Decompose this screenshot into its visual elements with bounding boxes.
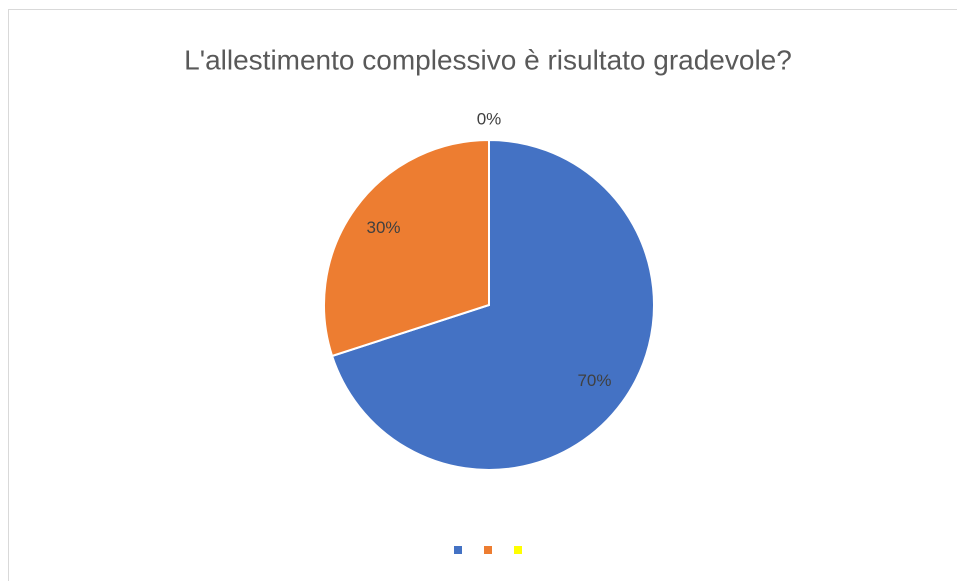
legend-swatch — [484, 546, 492, 554]
data-label: 0% — [477, 109, 502, 128]
data-label: 30% — [367, 218, 401, 237]
chart-title: L'allestimento complessivo è risultato g… — [184, 44, 792, 75]
legend-swatch — [514, 546, 522, 554]
pie-slice — [330, 138, 655, 471]
legend-swatch — [454, 546, 462, 554]
pie-slice — [323, 138, 490, 358]
data-label: 70% — [577, 371, 611, 390]
